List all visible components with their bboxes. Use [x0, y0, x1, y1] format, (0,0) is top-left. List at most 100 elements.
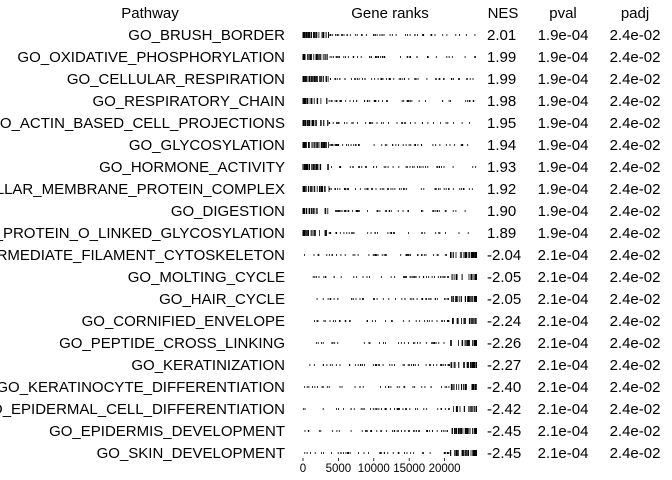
nes-value: 1.98: [487, 93, 516, 110]
pathway-label: GO_HORMONE_ACTIVITY: [99, 159, 285, 176]
table-row: GO_GLYCOSYLATION 1.94 1.9e-04 2.4e-02: [129, 137, 661, 154]
pathway-label: GO_KERATINIZATION: [131, 357, 285, 374]
pval-value: 2.1e-04: [538, 269, 589, 286]
gene-rank-barcode: [309, 362, 477, 368]
table-row: GO_HORMONE_ACTIVITY 1.93 1.9e-04 2.4e-02: [99, 159, 660, 176]
pval-value: 2.1e-04: [538, 291, 589, 308]
nes-value: -2.45: [487, 423, 521, 440]
pathway-label: GO_HAIR_CYCLE: [159, 291, 285, 308]
pathway-label: GO_EPIDERMAL_CELL_DIFFERENTIATION: [0, 401, 285, 418]
gene-rank-barcode: [302, 208, 466, 214]
gene-rank-barcode: [302, 142, 469, 148]
pval-value: 2.1e-04: [538, 445, 589, 462]
pval-value: 2.1e-04: [538, 401, 589, 418]
pval-value: 1.9e-04: [538, 181, 589, 198]
table-row: GO_EPIDERMAL_CELL_DIFFERENTIATION -2.42 2.…: [0, 401, 660, 418]
padj-value: 2.4e-02: [610, 181, 661, 198]
pathway-label: GO_SKIN_DEVELOPMENT: [97, 445, 285, 462]
nes-value: 1.90: [487, 203, 516, 220]
pathway-label: GO_ACTIN_BASED_CELL_PROJECTIONS: [0, 115, 285, 132]
nes-value: -2.40: [487, 379, 521, 396]
nes-value: 1.93: [487, 159, 516, 176]
nes-value: -2.42: [487, 401, 521, 418]
pval-value: 2.1e-04: [538, 379, 589, 396]
padj-value: 2.4e-02: [610, 247, 661, 264]
pathway-label: GO_OXIDATIVE_PHOSPHORYLATION: [17, 49, 285, 66]
pathway-label: GO_BRUSH_BORDER: [128, 27, 285, 44]
nes-value: 1.99: [487, 49, 516, 66]
nes-value: -2.04: [487, 247, 521, 264]
table-row: GO_SKIN_DEVELOPMENT -2.45 2.1e-04 2.4e-02: [97, 445, 661, 462]
gene-rank-barcode: [315, 340, 477, 346]
x-axis-tick-label: 10000: [358, 463, 390, 475]
pathway-label: GO_KERATINOCYTE_DIFFERENTIATION: [0, 379, 285, 396]
pval-value: 1.9e-04: [538, 27, 589, 44]
table-row: GO_CELLULAR_RESPIRATION 1.99 1.9e-04 2.4e-0…: [67, 71, 661, 88]
gene-rank-barcode: [302, 164, 477, 170]
gene-rank-barcode: [302, 406, 477, 412]
pval-value: 1.9e-04: [538, 225, 589, 242]
gene-rank-barcode: [304, 428, 477, 434]
padj-value: 2.4e-02: [610, 313, 661, 330]
nes-value: -2.26: [487, 335, 521, 352]
table-row: GO_EPIDERMIS_DEVELOPMENT -2.45 2.1e-04 2.4e…: [49, 423, 660, 440]
padj-value: 2.4e-02: [610, 71, 661, 88]
gene-rank-barcode: [312, 274, 477, 280]
pval-value: 1.9e-04: [538, 49, 589, 66]
pval-value: 1.9e-04: [538, 159, 589, 176]
nes-value: -2.24: [487, 313, 521, 330]
table-row: GO_BRUSH_BORDER 2.01 1.9e-04 2.4e-02: [128, 27, 660, 44]
x-axis-tick-label: 20000: [429, 463, 461, 475]
table-row: GO_CORNIFIED_ENVELOPE -2.24 2.1e-04 2.4e-02: [82, 313, 661, 330]
pathway-label: GO_DIGESTION: [171, 203, 285, 220]
table-row: GO_HAIR_CYCLE -2.05 2.1e-04 2.4e-02: [159, 291, 660, 308]
table-row: GO_KERATINIZATION -2.27 2.1e-04 2.4e-02: [131, 357, 660, 374]
padj-value: 2.4e-02: [610, 379, 661, 396]
table-row: GO_DIGESTION 1.90 1.9e-04 2.4e-02: [171, 203, 661, 220]
table-row: GO_INTRINSIC_COMPONENT_OF_ORGANELLAR_MEM…: [0, 181, 660, 198]
nes-value: 1.92: [487, 181, 516, 198]
gene-rank-barcode: [302, 54, 476, 60]
table-row: GO_INTERMEDIATE_FILAMENT_CYTOSKELETON -2.…: [0, 247, 660, 264]
x-axis-tick-label: 5000: [326, 463, 352, 475]
pval-value: 2.1e-04: [538, 313, 589, 330]
pval-value: 1.9e-04: [538, 71, 589, 88]
nes-value: -2.45: [487, 445, 521, 462]
padj-value: 2.4e-02: [610, 357, 661, 374]
pathway-label: GO_MOLTING_CYCLE: [128, 269, 285, 286]
table-row: GO_PROTEIN_O_LINKED_GLYCOSYLATION 1.89 1.9…: [0, 225, 660, 242]
x-axis-tick-label: 0: [300, 463, 306, 475]
padj-value: 2.4e-02: [610, 159, 661, 176]
nes-value: 1.94: [487, 137, 516, 154]
table-row: GO_OXIDATIVE_PHOSPHORYLATION 1.99 1.9e-04 2…: [17, 49, 660, 66]
header-padj: padj: [621, 5, 649, 22]
pathway-label: GO_INTERMEDIATE_FILAMENT_CYTOSKELETON: [0, 247, 285, 264]
nes-value: 2.01: [487, 27, 516, 44]
gene-rank-barcode: [302, 76, 474, 82]
gene-rank-barcode: [316, 296, 477, 302]
pval-value: 1.9e-04: [538, 137, 589, 154]
padj-value: 2.4e-02: [610, 291, 661, 308]
padj-value: 2.4e-02: [610, 137, 661, 154]
pval-value: 1.9e-04: [538, 115, 589, 132]
nes-value: -2.05: [487, 269, 521, 286]
table-row: GO_PEPTIDE_CROSS_LINKING -2.26 2.1e-04 2.4e…: [59, 335, 660, 352]
pathway-label: GO_EPIDERMIS_DEVELOPMENT: [49, 423, 285, 440]
gene-ranks-x-axis: 0 5000 10000 15000 20000: [300, 458, 461, 475]
pval-value: 2.1e-04: [538, 335, 589, 352]
header-gene-ranks: Gene ranks: [351, 5, 429, 22]
nes-value: 1.99: [487, 71, 516, 88]
padj-value: 2.4e-02: [610, 225, 661, 242]
padj-value: 2.4e-02: [610, 401, 661, 418]
pval-value: 2.1e-04: [538, 423, 589, 440]
nes-value: -2.05: [487, 291, 521, 308]
padj-value: 2.4e-02: [610, 115, 661, 132]
gene-rank-barcode: [302, 120, 470, 126]
nes-value: -2.27: [487, 357, 521, 374]
pathway-label: GO_PROTEIN_O_LINKED_GLYCOSYLATION: [0, 225, 285, 242]
pathway-label: GO_PEPTIDE_CROSS_LINKING: [59, 335, 285, 352]
padj-value: 2.4e-02: [610, 335, 661, 352]
gene-rank-barcode: [314, 318, 477, 324]
header-nes: NES: [488, 5, 519, 22]
padj-value: 2.4e-02: [610, 269, 661, 286]
